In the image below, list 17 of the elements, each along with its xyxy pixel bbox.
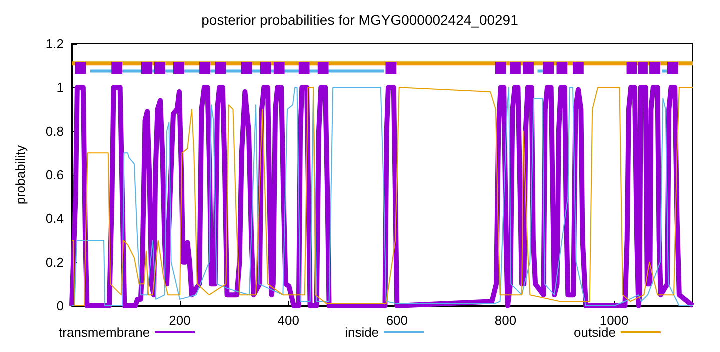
y-tick-label: 0 bbox=[56, 298, 64, 314]
legend-label: inside bbox=[345, 325, 380, 340]
y-axis-title: probability bbox=[13, 144, 28, 205]
y-tick-label: 0.6 bbox=[46, 168, 64, 182]
y-tick-label: 1.2 bbox=[46, 36, 64, 52]
x-tick-label: 600 bbox=[386, 313, 408, 328]
y-tick-label: 0.4 bbox=[46, 211, 64, 226]
x-tick-label: 800 bbox=[494, 313, 517, 328]
x-tick-label: 400 bbox=[278, 313, 300, 328]
legend-label: transmembrane bbox=[59, 325, 150, 340]
x-tick-label: 1000 bbox=[600, 313, 629, 328]
y-tick-label: 1 bbox=[56, 80, 64, 96]
legend-label: outside bbox=[574, 325, 616, 340]
y-tick-label: 0.8 bbox=[46, 124, 64, 139]
y-tick-label: 0.2 bbox=[46, 254, 64, 270]
chart-title: posterior probabilities for MGYG000002424_00291 bbox=[202, 12, 519, 28]
x-tick-label: 200 bbox=[169, 313, 191, 328]
